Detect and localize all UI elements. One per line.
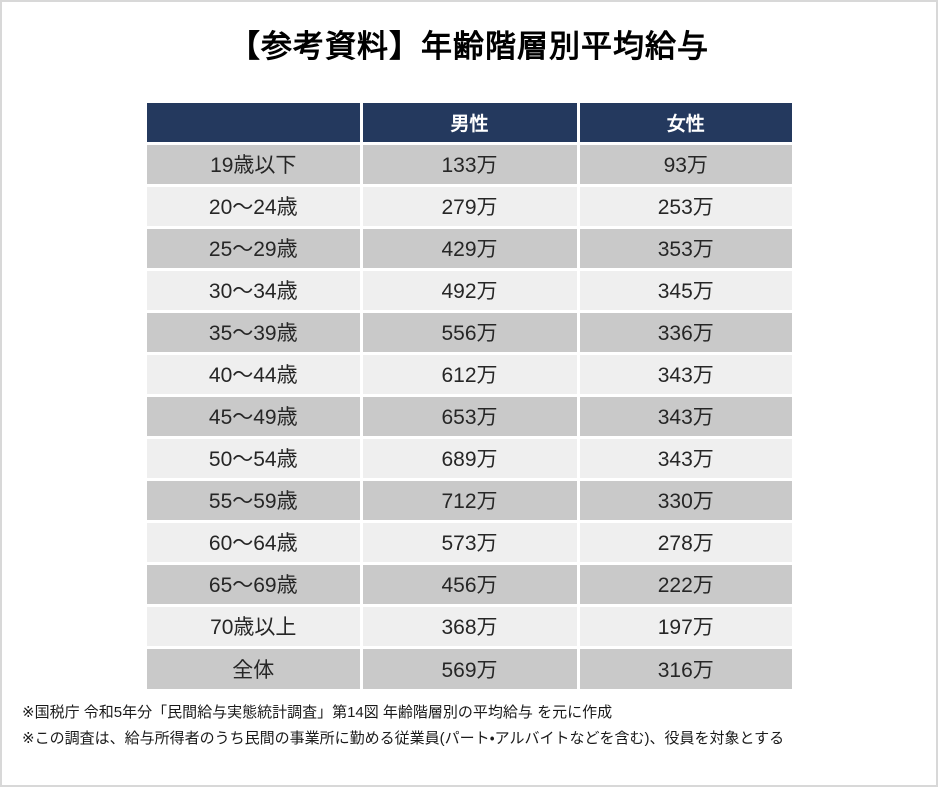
female-value-cell: 253万 (578, 183, 792, 227)
female-value-cell: 278万 (578, 519, 792, 563)
male-value-cell: 556万 (361, 309, 580, 353)
table-row: 25〜29歳 429万 353万 (147, 225, 792, 269)
age-cell: 40〜44歳 (147, 351, 363, 395)
age-cell: 25〜29歳 (147, 225, 363, 269)
age-cell: 60〜64歳 (147, 519, 363, 563)
header-cell-age (147, 103, 363, 143)
female-value-cell: 343万 (578, 351, 792, 395)
male-value-cell: 279万 (361, 183, 580, 227)
male-value-cell: 368万 (361, 603, 580, 647)
female-value-cell: 93万 (578, 141, 792, 185)
male-value-cell: 429万 (361, 225, 580, 269)
male-value-cell: 133万 (361, 141, 580, 185)
table-row: 20〜24歳 279万 253万 (147, 183, 792, 227)
female-value-cell: 316万 (578, 645, 792, 689)
table-row: 45〜49歳 653万 343万 (147, 393, 792, 437)
age-cell: 45〜49歳 (147, 393, 363, 437)
source-notes: ※国税庁 令和5年分「民間給与実態統計調査」第14図 年齢階層別の平均給与 を元… (22, 700, 784, 752)
table-row: 50〜54歳 689万 343万 (147, 435, 792, 479)
female-value-cell: 345万 (578, 267, 792, 311)
male-value-cell: 569万 (361, 645, 580, 689)
salary-table: 男性 女性 19歳以下 133万 93万 20〜24歳 279万 253万 25… (147, 103, 792, 689)
header-row: 男性 女性 (147, 103, 792, 143)
male-value-cell: 456万 (361, 561, 580, 605)
male-value-cell: 689万 (361, 435, 580, 479)
table-row: 70歳以上 368万 197万 (147, 603, 792, 647)
age-cell: 19歳以下 (147, 141, 363, 185)
source-note-line: ※国税庁 令和5年分「民間給与実態統計調査」第14図 年齢階層別の平均給与 を元… (22, 704, 613, 721)
table-row: 19歳以下 133万 93万 (147, 141, 792, 185)
survey-scope-note-line: ※この調査は、給与所得者のうち民間の事業所に勤める従業員(パート・アルバイトなど… (22, 730, 785, 747)
table-header: 男性 女性 (147, 103, 792, 143)
age-cell: 全体 (147, 645, 363, 689)
age-cell: 35〜39歳 (147, 309, 363, 353)
female-value-cell: 343万 (578, 435, 792, 479)
table-body: 19歳以下 133万 93万 20〜24歳 279万 253万 25〜29歳 4… (147, 141, 792, 689)
header-cell-female: 女性 (578, 103, 792, 143)
male-value-cell: 653万 (361, 393, 580, 437)
table-row: 全体 569万 316万 (147, 645, 792, 689)
male-value-cell: 612万 (361, 351, 580, 395)
male-value-cell: 492万 (361, 267, 580, 311)
age-cell: 70歳以上 (147, 603, 363, 647)
female-value-cell: 197万 (578, 603, 792, 647)
age-cell: 50〜54歳 (147, 435, 363, 479)
table-row: 60〜64歳 573万 278万 (147, 519, 792, 563)
table-row: 30〜34歳 492万 345万 (147, 267, 792, 311)
male-value-cell: 712万 (361, 477, 580, 521)
age-cell: 65〜69歳 (147, 561, 363, 605)
table-row: 65〜69歳 456万 222万 (147, 561, 792, 605)
female-value-cell: 353万 (578, 225, 792, 269)
age-cell: 30〜34歳 (147, 267, 363, 311)
female-value-cell: 343万 (578, 393, 792, 437)
female-value-cell: 336万 (578, 309, 792, 353)
header-cell-male: 男性 (361, 103, 580, 143)
table-row: 40〜44歳 612万 343万 (147, 351, 792, 395)
male-value-cell: 573万 (361, 519, 580, 563)
age-cell: 55〜59歳 (147, 477, 363, 521)
table-row: 55〜59歳 712万 330万 (147, 477, 792, 521)
female-value-cell: 222万 (578, 561, 792, 605)
page-title: 【参考資料】年齢階層別平均給与 (229, 29, 709, 64)
table-row: 35〜39歳 556万 336万 (147, 309, 792, 353)
age-cell: 20〜24歳 (147, 183, 363, 227)
female-value-cell: 330万 (578, 477, 792, 521)
